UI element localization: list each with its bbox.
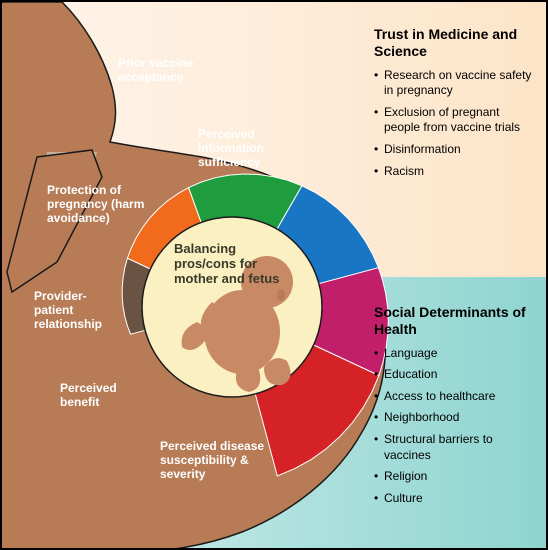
wedge-label-5: Perceived disease susceptibility & sever… [160, 440, 280, 481]
list-item: Research on vaccine safety in pregnancy [374, 68, 534, 99]
panel-sdoh-title: Social Determinants of Health [374, 304, 534, 338]
wedge-label-0: Prior vaccine acceptance [118, 57, 228, 85]
panel-sdoh: Social Determinants of Health Language E… [374, 304, 534, 512]
list-item: Religion [374, 469, 534, 485]
list-item: Language [374, 346, 534, 362]
wedge-label-4: Perceived benefit [60, 382, 140, 410]
panel-trust-list: Research on vaccine safety in pregnancy … [374, 68, 534, 180]
list-item: Access to healthcare [374, 389, 534, 405]
list-item: Exclusion of pregnant people from vaccin… [374, 105, 534, 136]
list-item: Neighborhood [374, 410, 534, 426]
panel-sdoh-list: Language Education Access to healthcare … [374, 346, 534, 507]
panel-trust-title: Trust in Medicine and Science [374, 26, 534, 60]
list-item: Culture [374, 491, 534, 507]
list-item: Disinformation [374, 142, 534, 158]
list-item: Racism [374, 164, 534, 180]
wedge-label-3: Provider-patient relationship [34, 290, 124, 331]
list-item: Structural barriers to vaccines [374, 432, 534, 463]
wedge-label-2: Protection of pregnancy (harm avoidance) [47, 184, 147, 225]
list-item: Education [374, 367, 534, 383]
center-label: Balancing pros/cons for mother and fetus [174, 242, 284, 287]
infographic-container: Prior vaccine acceptance Perceived infor… [0, 0, 548, 550]
wedge-label-1: Perceived information sufficiency [198, 128, 308, 169]
panel-trust: Trust in Medicine and Science Research o… [374, 26, 534, 185]
